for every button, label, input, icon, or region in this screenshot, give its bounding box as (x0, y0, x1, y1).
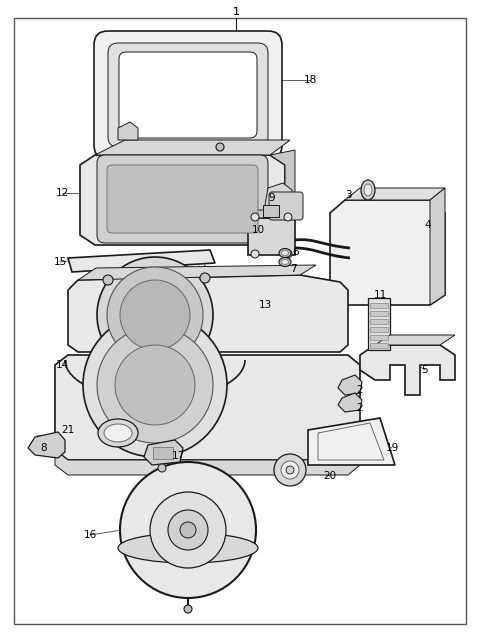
Polygon shape (68, 250, 215, 272)
Text: 2: 2 (357, 385, 363, 395)
FancyBboxPatch shape (269, 192, 303, 220)
Circle shape (120, 280, 190, 350)
Text: 7: 7 (290, 264, 296, 274)
Bar (370, 343, 388, 348)
Text: 17: 17 (171, 451, 185, 461)
FancyBboxPatch shape (119, 52, 257, 138)
Polygon shape (338, 375, 362, 395)
Polygon shape (55, 450, 360, 475)
Text: 21: 21 (61, 425, 74, 435)
Circle shape (216, 143, 224, 151)
Text: 9: 9 (269, 193, 276, 203)
Ellipse shape (281, 251, 288, 255)
Polygon shape (95, 140, 290, 155)
Bar (153, 447, 173, 459)
Text: 13: 13 (258, 300, 272, 310)
Text: 14: 14 (55, 360, 69, 370)
Polygon shape (345, 188, 445, 200)
Polygon shape (430, 188, 445, 305)
Ellipse shape (364, 184, 372, 196)
Ellipse shape (281, 260, 288, 265)
Polygon shape (78, 265, 316, 280)
FancyBboxPatch shape (97, 155, 268, 243)
FancyBboxPatch shape (94, 31, 282, 159)
Circle shape (115, 345, 195, 425)
Polygon shape (360, 345, 455, 395)
Circle shape (251, 213, 259, 221)
Circle shape (274, 454, 306, 486)
Circle shape (83, 313, 227, 457)
Circle shape (284, 213, 292, 221)
Polygon shape (118, 122, 138, 140)
Polygon shape (308, 418, 395, 465)
Polygon shape (248, 210, 295, 218)
Text: 11: 11 (373, 290, 386, 300)
FancyBboxPatch shape (107, 165, 258, 233)
Circle shape (103, 275, 113, 285)
Circle shape (184, 605, 192, 613)
Polygon shape (80, 155, 285, 245)
Circle shape (168, 510, 208, 550)
Circle shape (97, 257, 213, 373)
Bar (370, 327, 388, 332)
Polygon shape (265, 183, 292, 212)
Polygon shape (144, 440, 183, 465)
Bar (263, 205, 279, 217)
Circle shape (281, 461, 299, 479)
Text: 8: 8 (41, 443, 48, 453)
Ellipse shape (279, 248, 291, 258)
Polygon shape (55, 355, 360, 460)
Bar (370, 311, 388, 316)
Circle shape (180, 522, 196, 538)
Text: 18: 18 (303, 75, 317, 85)
FancyBboxPatch shape (108, 43, 268, 147)
Ellipse shape (279, 258, 291, 267)
Text: 16: 16 (84, 530, 96, 540)
Text: 6: 6 (293, 247, 300, 257)
Ellipse shape (104, 424, 132, 442)
Polygon shape (248, 218, 295, 255)
Text: 2: 2 (357, 403, 363, 413)
Polygon shape (68, 275, 348, 352)
Circle shape (286, 466, 294, 474)
Ellipse shape (361, 180, 375, 200)
Ellipse shape (98, 419, 138, 447)
Polygon shape (330, 200, 445, 305)
Circle shape (97, 327, 213, 443)
Text: 1: 1 (233, 7, 240, 17)
Text: 19: 19 (385, 443, 398, 453)
Ellipse shape (118, 533, 258, 563)
Text: 3: 3 (345, 190, 351, 200)
Polygon shape (375, 335, 455, 345)
Circle shape (251, 250, 259, 258)
Circle shape (158, 464, 166, 472)
Text: 4: 4 (425, 220, 432, 230)
Polygon shape (28, 432, 65, 458)
Circle shape (120, 462, 256, 598)
Bar (368, 298, 390, 350)
Text: 12: 12 (55, 188, 69, 198)
Circle shape (107, 267, 203, 363)
Circle shape (150, 492, 226, 568)
Text: 20: 20 (324, 471, 336, 481)
Text: 5: 5 (422, 365, 428, 375)
Polygon shape (338, 393, 362, 412)
Bar (370, 335, 388, 340)
Polygon shape (270, 150, 295, 235)
Bar (370, 303, 388, 308)
Circle shape (200, 273, 210, 283)
Circle shape (284, 250, 292, 258)
Text: 10: 10 (252, 225, 264, 235)
Bar (370, 319, 388, 324)
Text: 1: 1 (232, 7, 240, 17)
Text: 15: 15 (53, 257, 67, 267)
